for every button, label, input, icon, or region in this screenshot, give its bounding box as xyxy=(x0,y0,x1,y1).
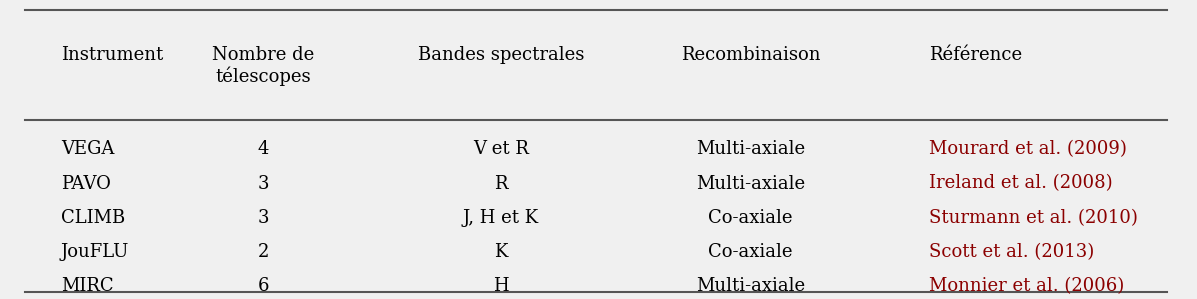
Text: Sturmann et al. (2010): Sturmann et al. (2010) xyxy=(929,209,1138,227)
Text: Nombre de
télescopes: Nombre de télescopes xyxy=(212,46,314,86)
Text: Co-axiale: Co-axiale xyxy=(709,209,792,227)
Text: R: R xyxy=(494,175,508,193)
Text: H: H xyxy=(493,277,509,295)
Text: 3: 3 xyxy=(257,175,269,193)
Text: K: K xyxy=(494,243,508,261)
Text: Instrument: Instrument xyxy=(61,46,163,64)
Text: PAVO: PAVO xyxy=(61,175,111,193)
Text: Ireland et al. (2008): Ireland et al. (2008) xyxy=(929,175,1113,193)
Text: Multi-axiale: Multi-axiale xyxy=(697,141,806,158)
Text: VEGA: VEGA xyxy=(61,141,114,158)
Text: Multi-axiale: Multi-axiale xyxy=(697,175,806,193)
Text: 6: 6 xyxy=(257,277,269,295)
Text: 4: 4 xyxy=(257,141,269,158)
Text: Recombinaison: Recombinaison xyxy=(681,46,820,64)
Text: Monnier et al. (2006): Monnier et al. (2006) xyxy=(929,277,1124,295)
Text: J, H et K: J, H et K xyxy=(463,209,539,227)
Text: Multi-axiale: Multi-axiale xyxy=(697,277,806,295)
Text: 3: 3 xyxy=(257,209,269,227)
Text: Co-axiale: Co-axiale xyxy=(709,243,792,261)
Text: 2: 2 xyxy=(257,243,269,261)
Text: JouFLU: JouFLU xyxy=(61,243,129,261)
Text: Référence: Référence xyxy=(929,46,1022,64)
Text: MIRC: MIRC xyxy=(61,277,114,295)
Text: V et R: V et R xyxy=(473,141,529,158)
Text: Bandes spectrales: Bandes spectrales xyxy=(418,46,584,64)
Text: CLIMB: CLIMB xyxy=(61,209,126,227)
Text: Mourard et al. (2009): Mourard et al. (2009) xyxy=(929,141,1128,158)
Text: Scott et al. (2013): Scott et al. (2013) xyxy=(929,243,1094,261)
